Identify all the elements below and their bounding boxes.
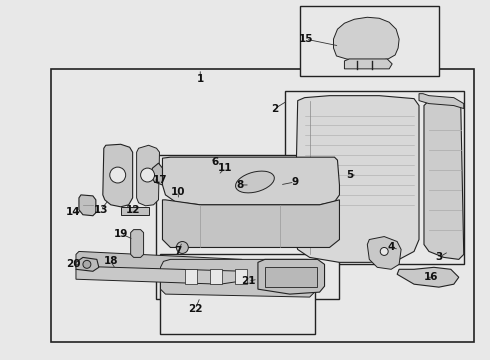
Bar	[155, 155, 340, 299]
Circle shape	[141, 168, 154, 182]
Circle shape	[176, 242, 188, 253]
Polygon shape	[294, 96, 419, 262]
Text: 16: 16	[424, 272, 438, 282]
Text: 3: 3	[435, 252, 442, 262]
Text: 1: 1	[196, 74, 204, 84]
Circle shape	[110, 167, 125, 183]
Bar	[285, 269, 297, 284]
Text: 7: 7	[175, 247, 182, 256]
Bar	[235, 269, 247, 284]
Text: 21: 21	[241, 276, 255, 286]
Text: 13: 13	[94, 205, 108, 215]
Bar	[51, 69, 474, 342]
Ellipse shape	[236, 171, 274, 193]
Bar	[185, 269, 197, 284]
Text: 22: 22	[188, 304, 202, 314]
Bar	[260, 269, 272, 284]
Circle shape	[83, 260, 91, 268]
Text: 5: 5	[346, 170, 353, 180]
Polygon shape	[397, 267, 459, 287]
Polygon shape	[419, 94, 464, 109]
Polygon shape	[76, 251, 245, 271]
Polygon shape	[121, 207, 148, 215]
Text: 10: 10	[171, 187, 186, 197]
Polygon shape	[137, 145, 159, 206]
Polygon shape	[334, 17, 399, 61]
Polygon shape	[161, 260, 315, 297]
Text: 2: 2	[271, 104, 278, 113]
Circle shape	[380, 247, 388, 255]
Text: 8: 8	[236, 180, 244, 190]
Polygon shape	[163, 200, 340, 247]
Text: 9: 9	[291, 177, 298, 187]
Text: 11: 11	[218, 163, 232, 173]
Text: 12: 12	[125, 205, 140, 215]
Bar	[265, 267, 317, 287]
Text: 6: 6	[212, 157, 219, 167]
Polygon shape	[76, 266, 245, 284]
Text: 4: 4	[388, 243, 395, 252]
Polygon shape	[103, 144, 133, 207]
Polygon shape	[258, 260, 324, 294]
Text: 14: 14	[66, 207, 80, 217]
Polygon shape	[79, 195, 96, 216]
Polygon shape	[368, 237, 401, 269]
Polygon shape	[424, 99, 464, 260]
Bar	[161, 255, 315, 334]
Text: 19: 19	[114, 229, 128, 239]
Polygon shape	[131, 230, 144, 257]
Bar	[210, 269, 222, 284]
Text: 17: 17	[153, 175, 168, 185]
Polygon shape	[344, 59, 392, 69]
Bar	[300, 6, 439, 76]
Text: 20: 20	[66, 259, 80, 269]
Polygon shape	[163, 157, 340, 205]
Polygon shape	[150, 163, 163, 185]
Bar	[285, 91, 464, 264]
Text: 18: 18	[103, 256, 118, 266]
Polygon shape	[76, 257, 99, 271]
Text: 15: 15	[298, 34, 313, 44]
